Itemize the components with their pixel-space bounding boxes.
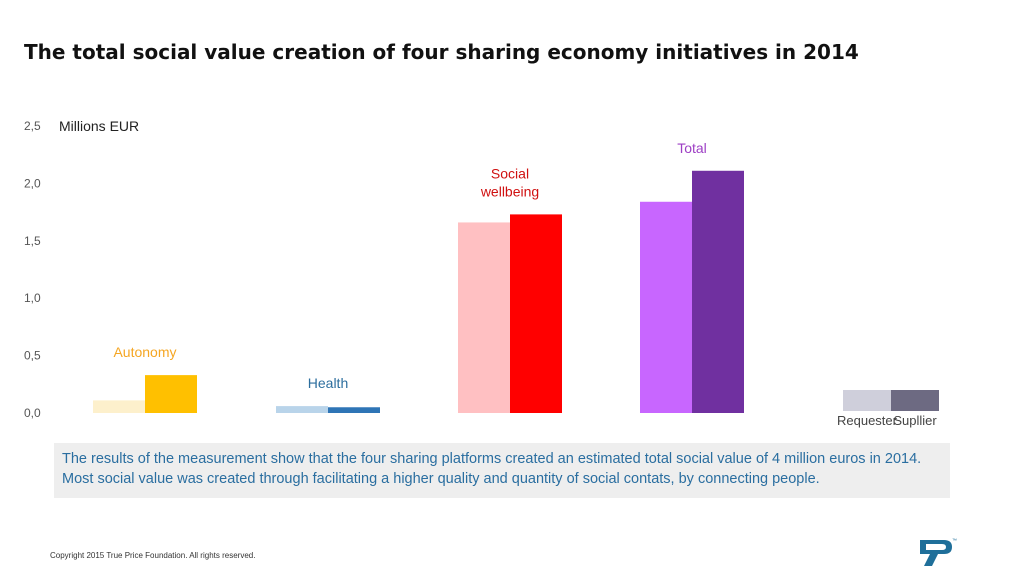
bar-health-requester xyxy=(276,406,328,413)
y-axis: 0,0 0,5 1,0 1,5 2,0 2,5 xyxy=(24,119,41,420)
y-tick-label: 2,0 xyxy=(24,176,41,190)
y-tick-label: 0,0 xyxy=(24,406,41,420)
category-label: wellbeing xyxy=(480,183,539,199)
bar-autonomy-supllier xyxy=(145,375,197,413)
bar-chart: 0,0 0,5 1,0 1,5 2,0 2,5 Millions EUR Autonomy… xyxy=(24,118,939,428)
category-label: Social xyxy=(491,165,529,181)
bar-social-wellbeing-supllier xyxy=(510,214,562,413)
bar-total-supllier xyxy=(692,170,744,413)
true-price-logo-icon: ™ xyxy=(920,538,957,566)
y-tick-label: 2,5 xyxy=(24,119,41,133)
bar-autonomy-requester xyxy=(93,400,145,413)
bars xyxy=(93,170,744,413)
bar-total-requester xyxy=(640,201,692,413)
legend-label-requester: Requester xyxy=(837,413,898,428)
bar-social-wellbeing-requester xyxy=(458,222,510,413)
summary-text: The results of the measurement show that… xyxy=(54,443,950,498)
y-tick-label: 0,5 xyxy=(24,349,41,363)
category-labels: Autonomy Health Social wellbeing Total xyxy=(113,140,706,391)
y-tick-label: 1,5 xyxy=(24,234,41,248)
category-label: Autonomy xyxy=(113,344,176,360)
legend-swatch-supllier xyxy=(891,390,939,411)
legend-label-supllier: Supllier xyxy=(893,413,937,428)
page-title: The total social value creation of four … xyxy=(24,40,859,64)
copyright-text: Copyright 2015 True Price Foundation. Al… xyxy=(50,551,256,560)
category-label: Health xyxy=(308,375,348,391)
bar-health-supllier xyxy=(328,407,380,413)
svg-text:™: ™ xyxy=(952,538,957,544)
y-axis-label: Millions EUR xyxy=(59,118,139,134)
y-tick-label: 1,0 xyxy=(24,291,41,305)
category-label: Total xyxy=(677,140,707,156)
legend-swatch-requester xyxy=(843,390,891,411)
